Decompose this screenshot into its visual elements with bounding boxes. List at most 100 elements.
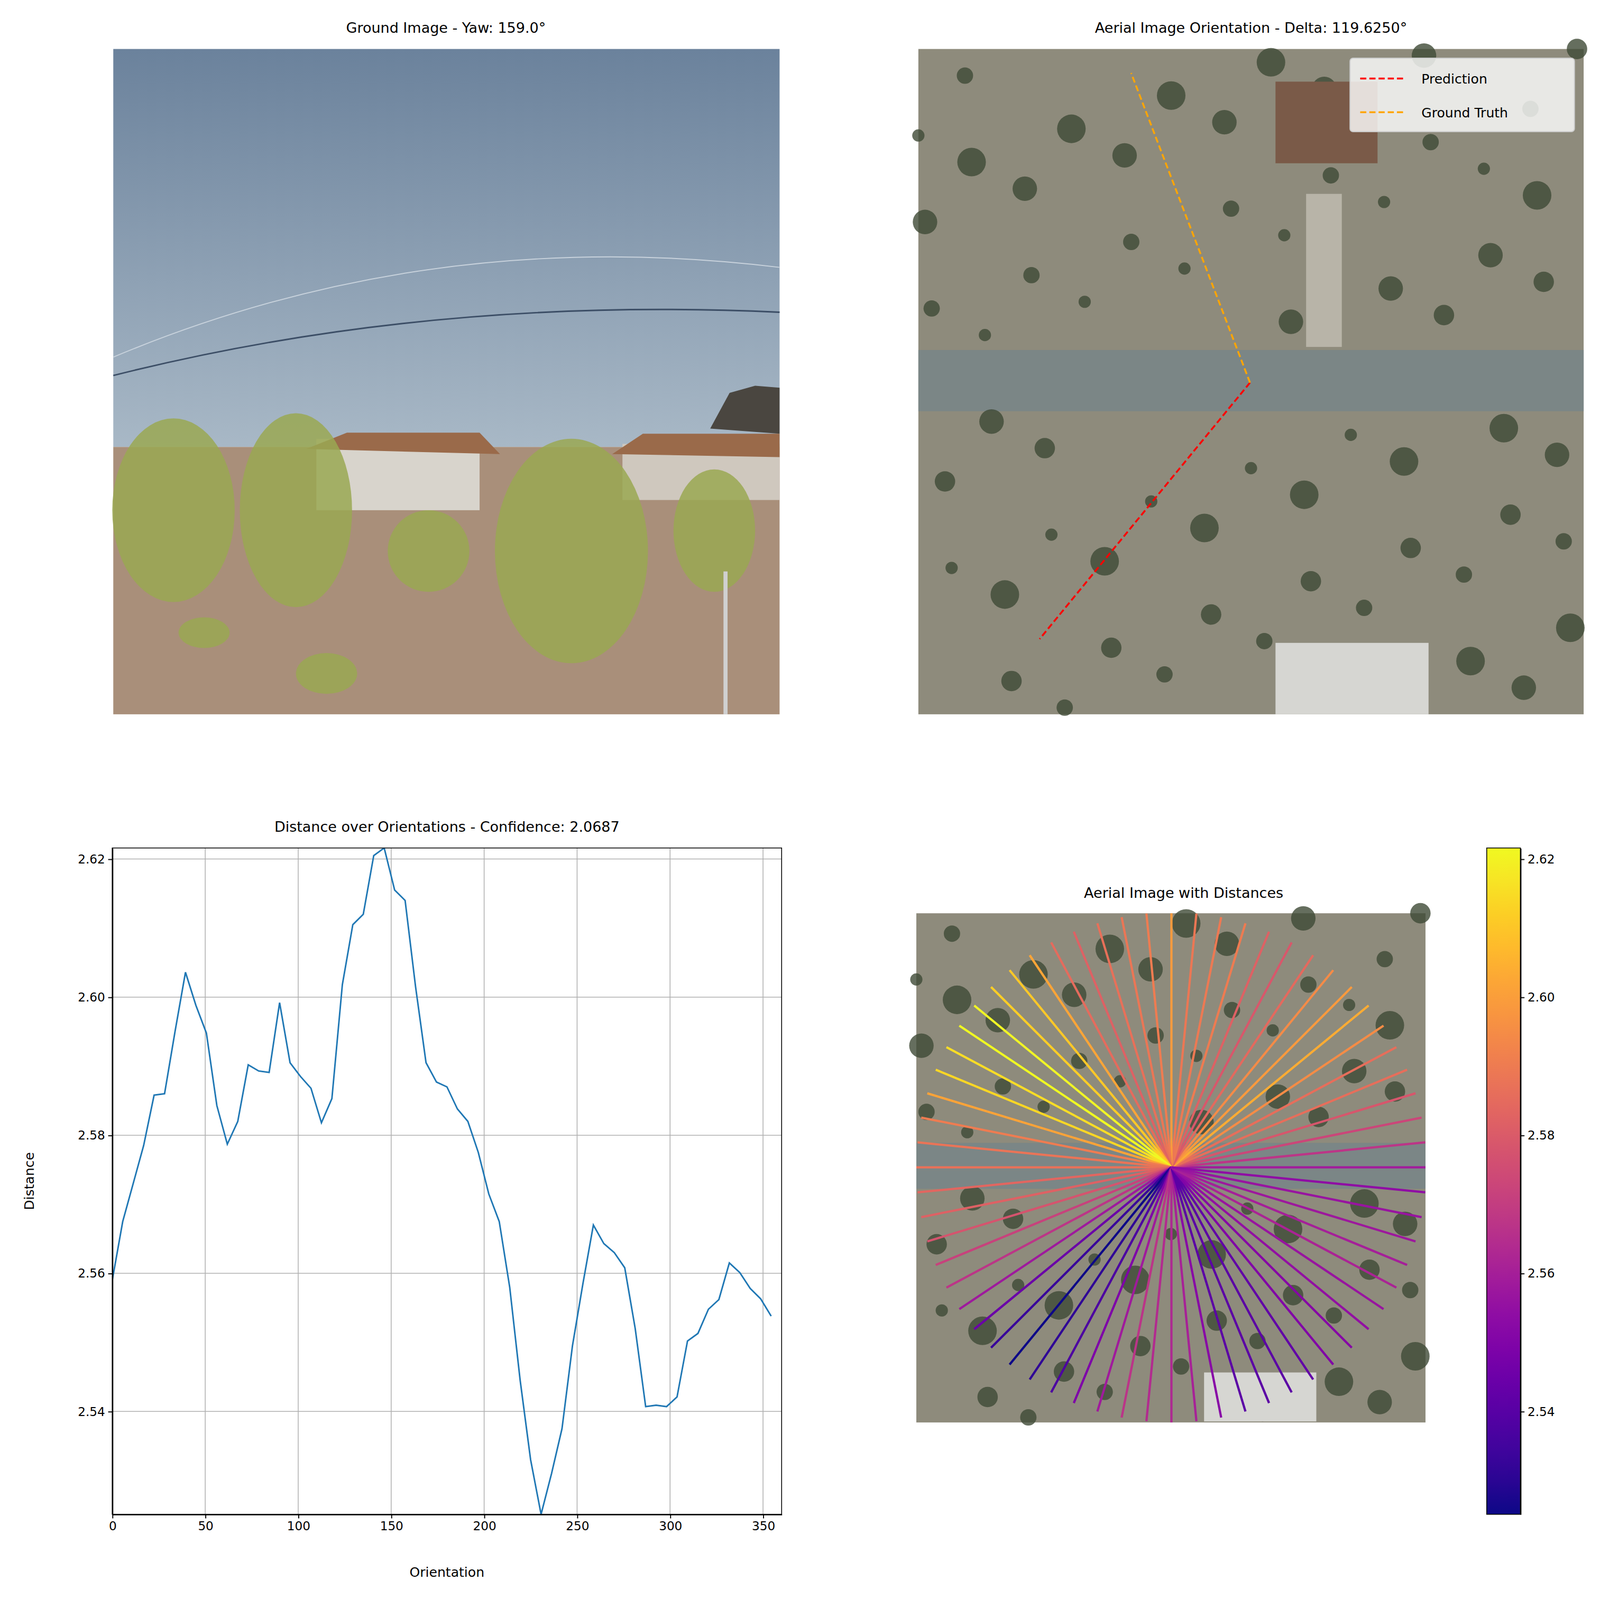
x-axis-line (112, 1514, 783, 1516)
tree (985, 1007, 1010, 1033)
tree (945, 561, 958, 574)
radial-line (946, 1167, 1172, 1288)
data-line (112, 848, 771, 1515)
y-tick: 2.54 (77, 1404, 113, 1419)
radial-line (1171, 1005, 1369, 1168)
radial-line (1170, 1167, 1173, 1423)
radial-line (916, 1166, 1172, 1169)
colorbar-tick: 2.62 (1520, 852, 1555, 867)
aerial-ground (918, 49, 1584, 715)
bush (673, 469, 756, 593)
colorbar-tick-label: 2.62 (1527, 852, 1556, 867)
x-tick: 250 (565, 1514, 590, 1533)
radial-line (1171, 913, 1197, 1168)
tree (1244, 462, 1257, 475)
tree (1344, 428, 1357, 441)
tree (1200, 604, 1222, 625)
x-tick-mark (112, 1514, 114, 1519)
x-tick-label: 0 (108, 1519, 117, 1533)
radial-line (1171, 1167, 1369, 1330)
tree (1001, 670, 1023, 692)
tree (1533, 271, 1554, 293)
grid-line-y (112, 1410, 782, 1412)
orientation-line (1039, 382, 1250, 640)
tree (1367, 1389, 1392, 1414)
tree (1078, 295, 1091, 308)
orientation-line (1130, 72, 1250, 383)
y-tick-label: 2.56 (77, 1266, 106, 1281)
roof (612, 433, 780, 457)
driveway (1306, 194, 1342, 347)
y-tick: 2.56 (77, 1266, 113, 1281)
radial-line (1171, 1167, 1408, 1266)
x-tick-mark (484, 1514, 486, 1519)
y-tick-mark (108, 997, 113, 999)
tree (1223, 200, 1240, 217)
tree (1278, 309, 1303, 334)
grid-line-y (112, 1134, 782, 1136)
tree (1256, 48, 1286, 77)
tree (1324, 1367, 1354, 1396)
plot-area (112, 848, 771, 1515)
grid-line-x (669, 848, 671, 1515)
y-tick-label: 2.62 (77, 852, 106, 867)
colorbar-tick-mark (1520, 1135, 1525, 1137)
x-axis: 050100150200250300350 (108, 1514, 783, 1533)
y-tick-label: 2.58 (77, 1128, 106, 1143)
tree (1291, 906, 1316, 931)
x-tick-mark (576, 1514, 578, 1519)
mountain (710, 385, 780, 434)
tree (1500, 504, 1521, 526)
tree (1545, 442, 1570, 467)
tree (1123, 233, 1140, 251)
tree (1112, 143, 1137, 168)
tree (978, 328, 991, 342)
radial-line (974, 1005, 1172, 1168)
grid-line-x (483, 848, 485, 1515)
tree (1190, 513, 1219, 543)
tree (1211, 109, 1237, 135)
x-tick-label: 250 (565, 1519, 590, 1533)
tree (1290, 480, 1319, 510)
tree (912, 129, 925, 142)
y-tick-label: 2.54 (77, 1404, 106, 1419)
x-tick-mark (205, 1514, 207, 1519)
radial-line (921, 1117, 1172, 1168)
radial-line (974, 1167, 1172, 1330)
tree (1455, 566, 1473, 583)
x-tick-label: 150 (380, 1519, 404, 1533)
aerial-image (912, 38, 1588, 716)
tree (1477, 162, 1491, 176)
radial-line (1009, 1167, 1172, 1365)
radial-line (1171, 917, 1221, 1168)
tree (1478, 243, 1503, 268)
y-tick-label: 2.60 (77, 990, 106, 1005)
tree (977, 1386, 999, 1408)
radial-line (1073, 1167, 1172, 1404)
y-tick-mark (108, 1411, 113, 1413)
tree (1402, 1281, 1419, 1299)
x-tick: 100 (287, 1514, 311, 1533)
tree (1019, 1409, 1037, 1426)
radial-line (917, 1142, 1172, 1167)
x-axis-title: Orientation (409, 1564, 485, 1580)
radial-line (1171, 1167, 1313, 1380)
x-tick: 350 (751, 1514, 776, 1533)
radial-line (1171, 1167, 1292, 1393)
x-tick-mark (298, 1514, 300, 1519)
radial-line (1009, 970, 1172, 1168)
tree (1522, 180, 1552, 210)
grid-line-x (576, 848, 578, 1515)
colorbar-tick-mark (1520, 1273, 1525, 1275)
grid-line-y (112, 1272, 782, 1274)
tree (1095, 934, 1125, 964)
panel-title: Aerial Image Orientation - Delta: 119.62… (1095, 19, 1408, 36)
x-tick: 200 (472, 1514, 496, 1533)
colorbar-tick-label: 2.54 (1527, 1404, 1556, 1419)
radial-line (1171, 1046, 1396, 1167)
radial-line (1171, 1166, 1426, 1169)
radial-line (1051, 942, 1172, 1167)
grid-line-x (204, 848, 206, 1515)
colorbar-axis: 2.542.562.582.602.62 (1520, 848, 1555, 1515)
y-axis-line (112, 848, 114, 1515)
